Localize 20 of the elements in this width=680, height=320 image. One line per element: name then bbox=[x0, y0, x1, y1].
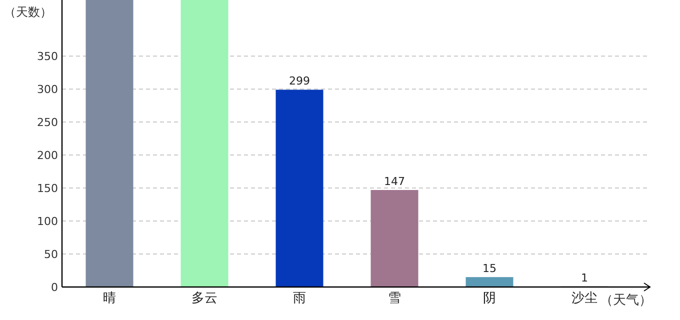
x-tick-label: 沙尘 bbox=[572, 291, 598, 306]
x-tick-label: 晴 bbox=[103, 291, 116, 306]
data-label: 299 bbox=[289, 74, 310, 88]
data-label: 15 bbox=[482, 262, 496, 276]
y-tick-label: 150 bbox=[37, 182, 58, 196]
y-tick-label: 350 bbox=[37, 50, 58, 64]
y-tick-label: 50 bbox=[44, 248, 58, 262]
x-tick-label: 雨 bbox=[293, 291, 306, 306]
x-axis-title: （天气） bbox=[600, 293, 652, 308]
y-axis-title: （天数） bbox=[4, 5, 52, 19]
data-label: 1 bbox=[581, 271, 588, 284]
y-tick-label: 0 bbox=[51, 281, 58, 294]
y-tick-label: 250 bbox=[37, 116, 58, 130]
y-tick-label: 100 bbox=[37, 215, 58, 228]
y-tick-label: 300 bbox=[37, 83, 58, 96]
x-tick-label: 雪 bbox=[388, 291, 401, 306]
data-label: 147 bbox=[384, 175, 405, 188]
x-tick-label: 多云 bbox=[192, 291, 218, 306]
y-tick-label: 200 bbox=[37, 149, 58, 162]
x-tick-label: 阴 bbox=[483, 291, 496, 306]
